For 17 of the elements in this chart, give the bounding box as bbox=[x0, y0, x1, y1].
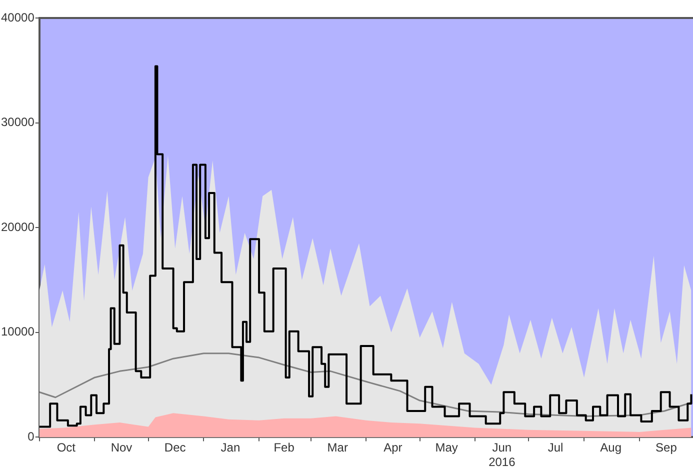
y-tick-label: 0 bbox=[28, 430, 35, 444]
x-tick-label: Sep bbox=[656, 440, 678, 455]
x-tick-label: Feb bbox=[274, 440, 295, 455]
x-tick-label: Mar bbox=[327, 440, 348, 455]
x-tick-label: May bbox=[435, 440, 458, 455]
y-tick-label: 10000 bbox=[0, 324, 35, 339]
x-tick-label: Jun 2016 bbox=[488, 440, 516, 470]
x-tick-label: Dec bbox=[164, 440, 186, 455]
x-tick-label: Jul bbox=[548, 440, 564, 455]
y-tick-label: 30000 bbox=[0, 115, 35, 130]
y-tick-label: 20000 bbox=[0, 220, 35, 234]
y-tick-label: 40000 bbox=[0, 10, 35, 24]
x-tick-label: Aug bbox=[600, 440, 622, 455]
x-tick-label: Nov bbox=[110, 440, 132, 455]
x-tick-label: Jan bbox=[220, 440, 240, 455]
x-tick-label: Apr bbox=[384, 440, 402, 455]
x-tick-label: Oct bbox=[56, 440, 76, 455]
